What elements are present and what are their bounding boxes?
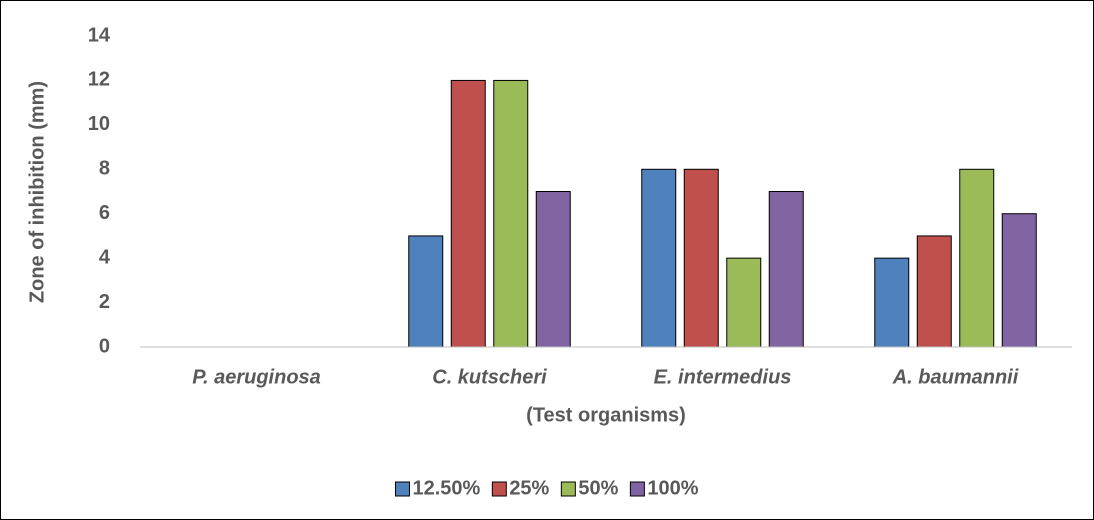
x-axis-label: (Test organisms) xyxy=(526,404,686,426)
y-tick-label: 14 xyxy=(88,24,111,46)
y-tick-label: 2 xyxy=(99,291,110,313)
y-tick-label: 0 xyxy=(99,335,110,357)
legend-swatch xyxy=(491,481,507,497)
legend-swatch xyxy=(394,481,410,497)
y-tick-label: 4 xyxy=(99,246,111,268)
legend-label: 50% xyxy=(578,477,618,499)
bar xyxy=(726,257,762,348)
bar xyxy=(683,168,719,348)
y-tick-label: 6 xyxy=(99,202,110,224)
x-tick-label: P. aeruginosa xyxy=(192,366,321,388)
y-tick-label: 12 xyxy=(88,69,110,91)
bar xyxy=(408,235,444,348)
bar xyxy=(916,235,952,348)
bar xyxy=(450,79,486,348)
legend-label: 12.50% xyxy=(412,477,480,499)
x-tick-label: C. kutscheri xyxy=(432,366,547,388)
y-tick-label: 8 xyxy=(99,158,110,180)
bar xyxy=(959,168,995,348)
bar xyxy=(535,191,571,348)
legend-label: 100% xyxy=(647,477,698,499)
bar xyxy=(768,191,804,348)
legend-swatch xyxy=(629,481,645,497)
bar xyxy=(1001,213,1037,348)
legend-swatch xyxy=(560,481,576,497)
x-tick-label: A. baumannii xyxy=(892,366,1019,388)
x-tick-label: E. intermedius xyxy=(654,366,792,388)
bar xyxy=(874,257,910,348)
legend-label: 25% xyxy=(509,477,549,499)
bar xyxy=(493,79,529,348)
y-tick-label: 10 xyxy=(88,113,110,135)
bar xyxy=(641,168,677,348)
y-axis-label: Zone of inhibition (mm) xyxy=(26,81,48,303)
